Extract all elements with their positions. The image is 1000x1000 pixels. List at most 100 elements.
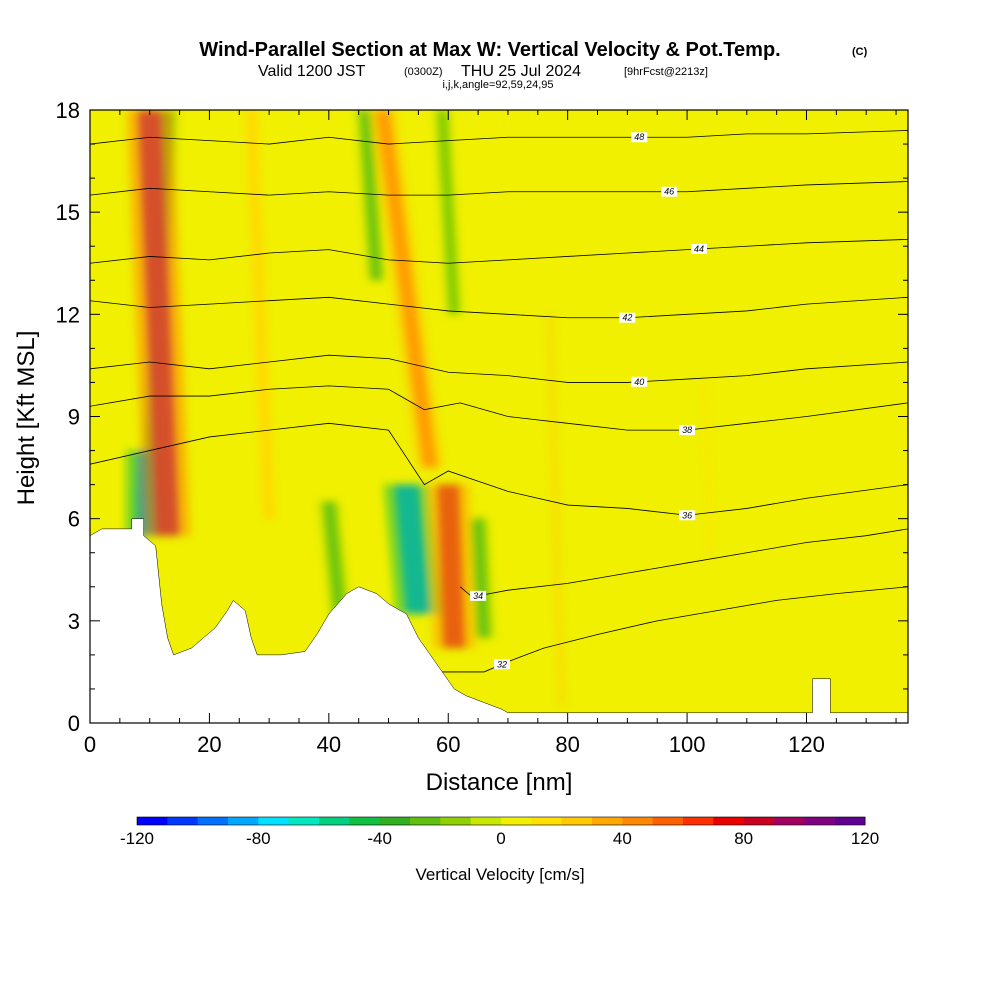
y-tick-label: 0 (68, 711, 80, 736)
plot-area (90, 110, 908, 723)
colorbar-swatch (167, 817, 199, 825)
isentrope-line (90, 130, 908, 145)
isentrope-label-bg (661, 186, 678, 197)
colorbar-swatch (379, 817, 411, 825)
svg-text:[9hrFcst@2213z]: [9hrFcst@2213z] (624, 66, 708, 78)
isentrope-labels: 32 34 36 38 40 42 44 46 48 (470, 132, 708, 670)
chart-title-unit: (C) (852, 46, 868, 58)
x-axis-label: Distance [nm] (426, 769, 573, 796)
svg-text:Valid 1200 JST: Valid 1200 JST (258, 63, 366, 80)
isentrope-label: 34 (473, 591, 483, 601)
isentrope-line (90, 354, 908, 383)
colorbar-tick-label: -40 (367, 829, 392, 848)
isentrope-label-bg (679, 510, 696, 521)
downdraft-band-halo (355, 110, 386, 281)
isentrope-label: 44 (694, 244, 704, 254)
x-tick-label: 60 (436, 732, 460, 757)
colorbar-swatch (288, 817, 320, 825)
isentrope-label-bg (691, 243, 708, 254)
isentrope-label-bg (493, 659, 510, 670)
y-axis-label: Height [Kft MSL] (13, 331, 40, 506)
colorbar-swatch (713, 817, 745, 825)
colorbar-swatch (470, 817, 502, 825)
colorbar-swatch (410, 817, 441, 825)
isentrope-line (90, 239, 908, 264)
colorbar-swatch (319, 817, 350, 825)
chart-subtitle: Valid 1200 JST (0300Z) THU 25 Jul 2024 [… (258, 63, 708, 80)
updraft-band-halo (542, 314, 570, 706)
isentrope-line (459, 528, 908, 598)
y-tick-label: 18 (56, 98, 80, 123)
svg-text:(0300Z): (0300Z) (404, 66, 443, 78)
isentrope-label: 32 (497, 659, 507, 669)
isentrope-label: 36 (682, 510, 692, 520)
isentrope-label: 38 (682, 425, 692, 435)
updraft-band-halo (426, 484, 476, 649)
updraft-band-halo (126, 110, 191, 536)
isentrope-label: 46 (664, 187, 674, 197)
colorbar-tick-label: 120 (851, 829, 879, 848)
downdraft-band-halo (467, 518, 495, 638)
isentrope-label-bg (631, 132, 648, 143)
colorbar-swatch (197, 817, 229, 825)
y-tick-label: 6 (68, 507, 80, 532)
colorbar-swatch (349, 817, 381, 825)
colorbar-swatch (561, 817, 593, 825)
colorbar-swatch (804, 817, 836, 825)
colorbar-tick-label: 80 (734, 829, 753, 848)
x-tick-label: 20 (197, 732, 221, 757)
colorbar-tick-label: -120 (120, 829, 154, 848)
y-tick-label: 9 (68, 405, 80, 430)
isentrope-label: 48 (634, 132, 644, 142)
velocity-field (125, 110, 719, 706)
chart-title: Wind-Parallel Section at Max W: Vertical… (199, 39, 780, 61)
isentrope-label-bg (679, 425, 696, 436)
updraft-band-halo (243, 110, 277, 519)
colorbar (136, 816, 866, 826)
colorbar-swatch (652, 817, 684, 825)
isentrope-label: 40 (634, 377, 644, 387)
isentrope-line (90, 422, 908, 516)
colorbar-label: Vertical Velocity [cm/s] (415, 865, 584, 884)
updraft-band-halo (368, 110, 445, 468)
x-tick-label: 80 (555, 732, 579, 757)
colorbar-swatch (258, 817, 290, 825)
colorbar-swatch (501, 817, 532, 825)
colorbar-tick-label: 40 (613, 829, 632, 848)
x-axis: 0 20 40 60 80 100 120 (84, 110, 897, 757)
colorbar-swatch (531, 817, 563, 825)
isentrope-line (90, 181, 908, 196)
colorbar-swatch (622, 817, 654, 825)
colorbar-swatch (683, 817, 714, 825)
colorbar-swatch (440, 817, 472, 825)
colorbar-swatch (228, 817, 259, 825)
colorbar-ticks: -120 -80 -40 0 40 80 120 (120, 829, 879, 848)
updraft-band-halo (697, 382, 719, 553)
x-tick-label: 120 (788, 732, 825, 757)
colorbar-tick-label: 0 (496, 829, 505, 848)
isentrope-label-bg (619, 312, 636, 323)
terrain-outline (90, 518, 908, 714)
y-tick-label: 15 (56, 200, 80, 225)
x-tick-label: 100 (669, 732, 706, 757)
isentrope-lines (90, 130, 908, 673)
isentrope-label-bg (470, 590, 487, 601)
colorbar-swatch (774, 817, 805, 825)
downdraft-band-halo (318, 501, 351, 621)
chart-params: i,j,k,angle=92,59,24,95 (442, 79, 553, 91)
colorbar-frame (136, 816, 866, 826)
isentrope-line (90, 296, 908, 319)
y-tick-label: 3 (68, 609, 80, 634)
downdraft-band-halo (383, 484, 442, 615)
colorbar-swatch (834, 817, 866, 825)
colorbar-swatch (592, 817, 623, 825)
colorbar-tick-label: -80 (246, 829, 271, 848)
isentrope-label-bg (631, 376, 648, 387)
colorbar-swatch (743, 817, 775, 825)
isentrope-line (90, 385, 908, 431)
terrain-mask (90, 518, 908, 723)
svg-text:THU 25 Jul 2024: THU 25 Jul 2024 (461, 63, 581, 80)
isentrope-label: 42 (622, 313, 632, 323)
